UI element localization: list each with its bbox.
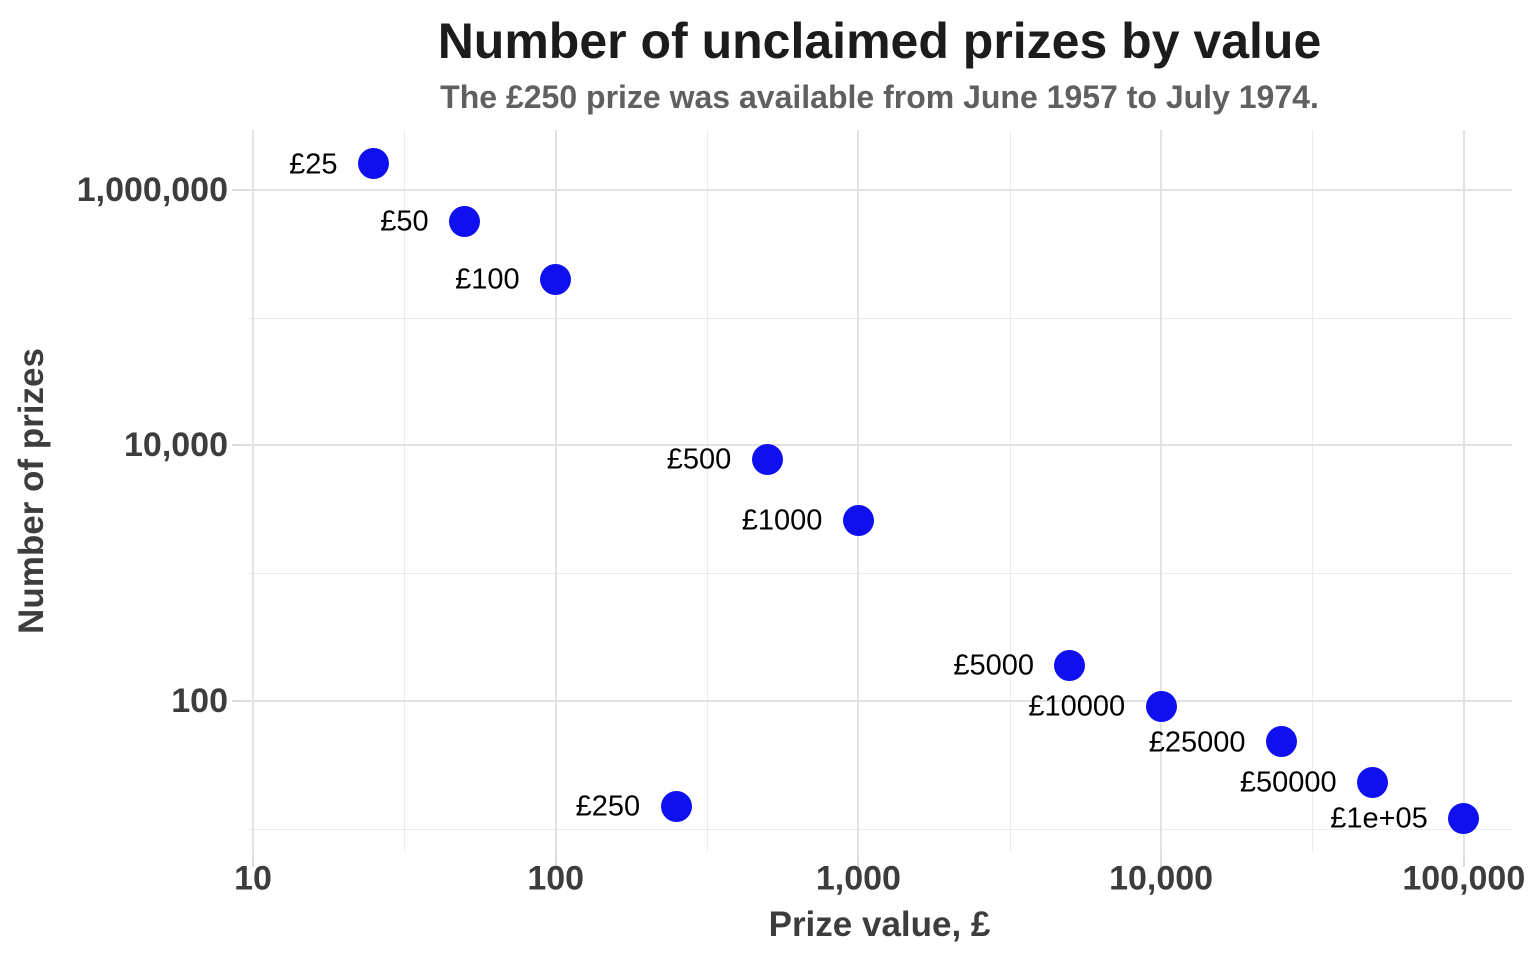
y-tick-mark [232,699,247,702]
data-point-dot [449,205,481,237]
x-gridline [1160,130,1163,852]
y-axis-title: Number of prizes [12,348,51,634]
plot-panel [247,130,1512,852]
data-point-dot [1145,690,1177,722]
x-gridline [554,130,557,852]
y-tick-label: 100 [171,681,228,720]
y-gridline [247,444,1512,447]
data-point-dot [842,504,874,536]
x-tick-label: 10 [234,859,272,898]
data-point-dot [540,263,572,295]
y-minor-gridline [247,317,1512,319]
data-point-dot [751,443,783,475]
chart-title: Number of unclaimed prizes by value [437,13,1322,69]
y-gridline [247,189,1512,191]
x-minor-gridline [1312,130,1314,852]
data-point-label: £1e+05 [1330,802,1428,835]
data-point-dot [1266,726,1298,757]
data-point-dot [357,148,389,180]
data-point-label: £1000 [741,504,823,537]
data-point-dot [1448,802,1480,834]
data-point-label: £5000 [953,649,1034,682]
data-point-dot [660,790,692,822]
x-tick-label: 100 [527,859,585,898]
data-point-label: £25000 [1148,726,1246,758]
data-point-label: £250 [575,790,641,823]
x-tick-mark [554,852,557,867]
x-tick-label: 1,000 [815,859,901,898]
y-tick-mark [232,444,247,447]
data-point-label: £10000 [1028,690,1126,723]
y-gridline [247,699,1512,702]
y-minor-gridline [247,828,1512,830]
x-tick-mark [1160,852,1163,867]
y-tick-mark [232,189,247,191]
x-tick-mark [252,852,254,867]
y-minor-gridline [247,573,1512,575]
chart-subtitle: The £250 prize was available from June 1… [440,79,1319,115]
data-point-label: £25 [289,148,338,181]
y-tick-label: 10,000 [124,426,228,465]
x-axis-title: Prize value, £ [768,905,991,944]
x-minor-gridline [1009,130,1011,852]
data-point-label: £50 [380,205,429,238]
x-minor-gridline [404,130,406,852]
x-tick-mark [857,852,860,867]
data-point-label: £500 [666,443,732,476]
data-point-label: £50000 [1239,766,1337,799]
x-minor-gridline [707,130,709,852]
data-point-dot [1357,766,1389,798]
x-tick-mark [1462,852,1465,867]
x-tick-label: 100,000 [1402,859,1526,898]
data-point-label: £100 [455,263,520,296]
data-point-dot [1054,649,1086,681]
x-tick-label: 10,000 [1109,859,1214,898]
x-gridline [1462,130,1465,852]
x-gridline [252,130,254,852]
y-tick-label: 1,000,000 [76,171,228,209]
x-gridline [857,130,860,852]
